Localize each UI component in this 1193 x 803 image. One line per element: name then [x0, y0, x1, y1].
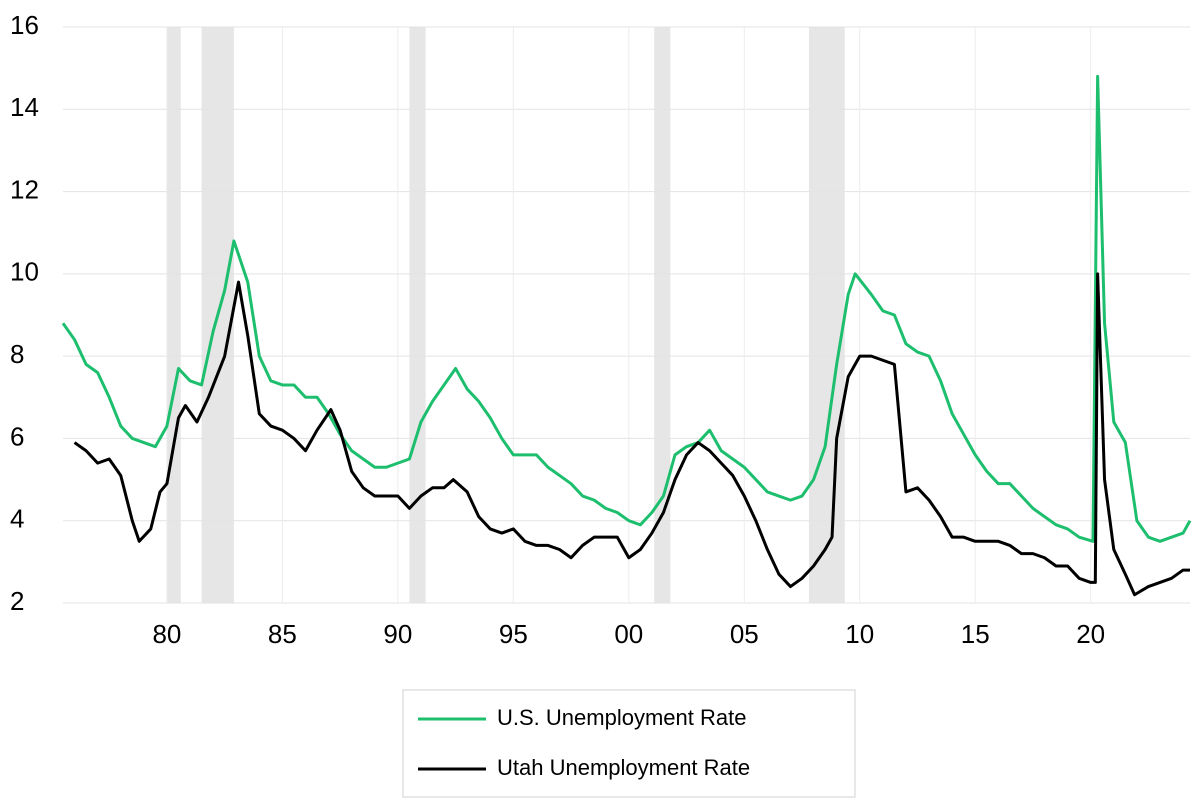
x-tick-label: 80: [152, 619, 181, 649]
legend-label: Utah Unemployment Rate: [497, 755, 750, 780]
x-tick-label: 95: [499, 619, 528, 649]
x-tick-label: 05: [730, 619, 759, 649]
y-tick-label: 14: [10, 92, 39, 122]
legend-label: U.S. Unemployment Rate: [497, 705, 746, 730]
series-line: [73, 272, 1190, 597]
legend-box: [402, 689, 856, 798]
x-tick-label: 85: [268, 619, 297, 649]
y-tick-label: 10: [10, 257, 39, 287]
x-tick-label: 15: [961, 619, 990, 649]
recession-band: [409, 27, 426, 603]
y-tick-label: 16: [10, 10, 39, 40]
recession-band: [808, 27, 845, 603]
recession-band: [654, 27, 671, 603]
x-tick-label: 10: [845, 619, 874, 649]
series-line: [61, 74, 1192, 543]
y-tick-label: 6: [10, 421, 24, 451]
recession-band: [166, 27, 181, 603]
x-tick-label: 20: [1076, 619, 1105, 649]
x-tick-label: 00: [614, 619, 643, 649]
y-tick-label: 12: [10, 174, 39, 204]
y-tick-label: 8: [10, 339, 24, 369]
y-tick-label: 4: [10, 504, 24, 534]
x-tick-label: 90: [383, 619, 412, 649]
y-tick-label: 2: [10, 586, 24, 616]
